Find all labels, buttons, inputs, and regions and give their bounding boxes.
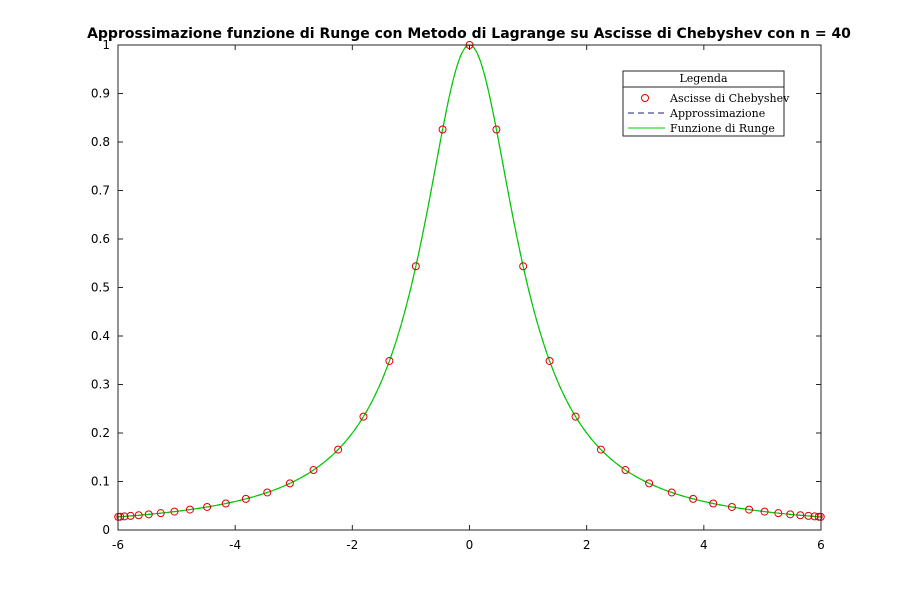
y-tick-label: 0.9 [91,87,110,101]
legend: Legenda Ascisse di Chebyshev Approssimaz… [622,70,790,137]
x-tick-label: 2 [583,538,591,552]
chebyshev-node-marker [126,511,135,520]
y-axis: 0 0.1 0.2 0.3 0.4 0.5 0.6 0.7 0.8 0.9 1 [91,38,821,537]
chebyshev-node-marker [689,494,698,503]
chebyshev-node-marker [156,509,165,518]
y-tick-label: 0.7 [91,184,110,198]
y-tick-label: 0.3 [91,378,110,392]
chebyshev-node-marker [241,494,250,503]
chebyshev-node-marker [709,499,718,508]
y-tick-label: 0.6 [91,232,110,246]
chebyshev-node-marker [411,262,420,271]
x-tick-label: 0 [466,538,474,552]
chebyshev-node-marker [796,511,805,520]
legend-box [622,70,785,137]
chebyshev-node-marker [285,479,294,488]
chebyshev-node-marker [263,488,272,497]
x-axis: -6 -4 -2 0 2 4 6 [112,45,825,552]
x-tick-label: 4 [700,538,708,552]
chebyshev-node-marker [144,510,153,519]
chart-title: Approssimazione funzione di Runge con Me… [87,26,851,42]
chebyshev-node-marker [774,509,783,518]
y-tick-label: 0.1 [91,475,110,489]
chebyshev-node-marker [621,466,630,475]
y-tick-label: 0.8 [91,135,110,149]
chebyshev-node-marker [492,125,501,134]
chebyshev-node-marker [786,510,795,519]
chebyshev-node-marker [645,479,654,488]
chebyshev-node-marker [120,512,129,521]
chebyshev-node-marker [596,445,605,454]
legend-marker-chebyshev [641,94,649,102]
chebyshev-node-marker [359,412,368,421]
chebyshev-node-marker [385,356,394,365]
chebyshev-node-marker [727,502,736,511]
chebyshev-node-marker [571,412,580,421]
chebyshev-node-marker [745,505,754,514]
y-tick-label: 0.5 [91,281,110,295]
chebyshev-node-marker [438,125,447,134]
y-tick-label: 0 [102,523,110,537]
chebyshev-node-marker [519,262,528,271]
chebyshev-node-marker [221,499,230,508]
chebyshev-node-marker [203,502,212,511]
chebyshev-node-marker [760,507,769,516]
chebyshev-node-marker [116,512,125,521]
y-tick-label: 0.4 [91,329,110,343]
y-tick-label: 0.2 [91,426,110,440]
chebyshev-node-marker [334,445,343,454]
x-tick-label: -6 [112,538,124,552]
legend-label-approssimazione: Approssimazione [669,107,765,120]
x-tick-label: 6 [817,538,825,552]
x-tick-label: -4 [229,538,241,552]
chebyshev-node-marker [545,356,554,365]
chebyshev-node-marker [804,511,813,520]
legend-title: Legenda [679,72,727,85]
chebyshev-node-marker [309,466,318,475]
chebyshev-node-marker [170,507,179,516]
x-tick-label: -2 [346,538,358,552]
chebyshev-node-marker [134,511,143,520]
chebyshev-node-marker [185,505,194,514]
chebyshev-node-marker [667,488,676,497]
legend-label-runge: Funzione di Runge [670,122,775,135]
y-tick-label: 1 [102,38,110,52]
chebyshev-node-marker [810,512,819,521]
legend-label-chebyshev: Ascisse di Chebyshev [669,92,790,105]
